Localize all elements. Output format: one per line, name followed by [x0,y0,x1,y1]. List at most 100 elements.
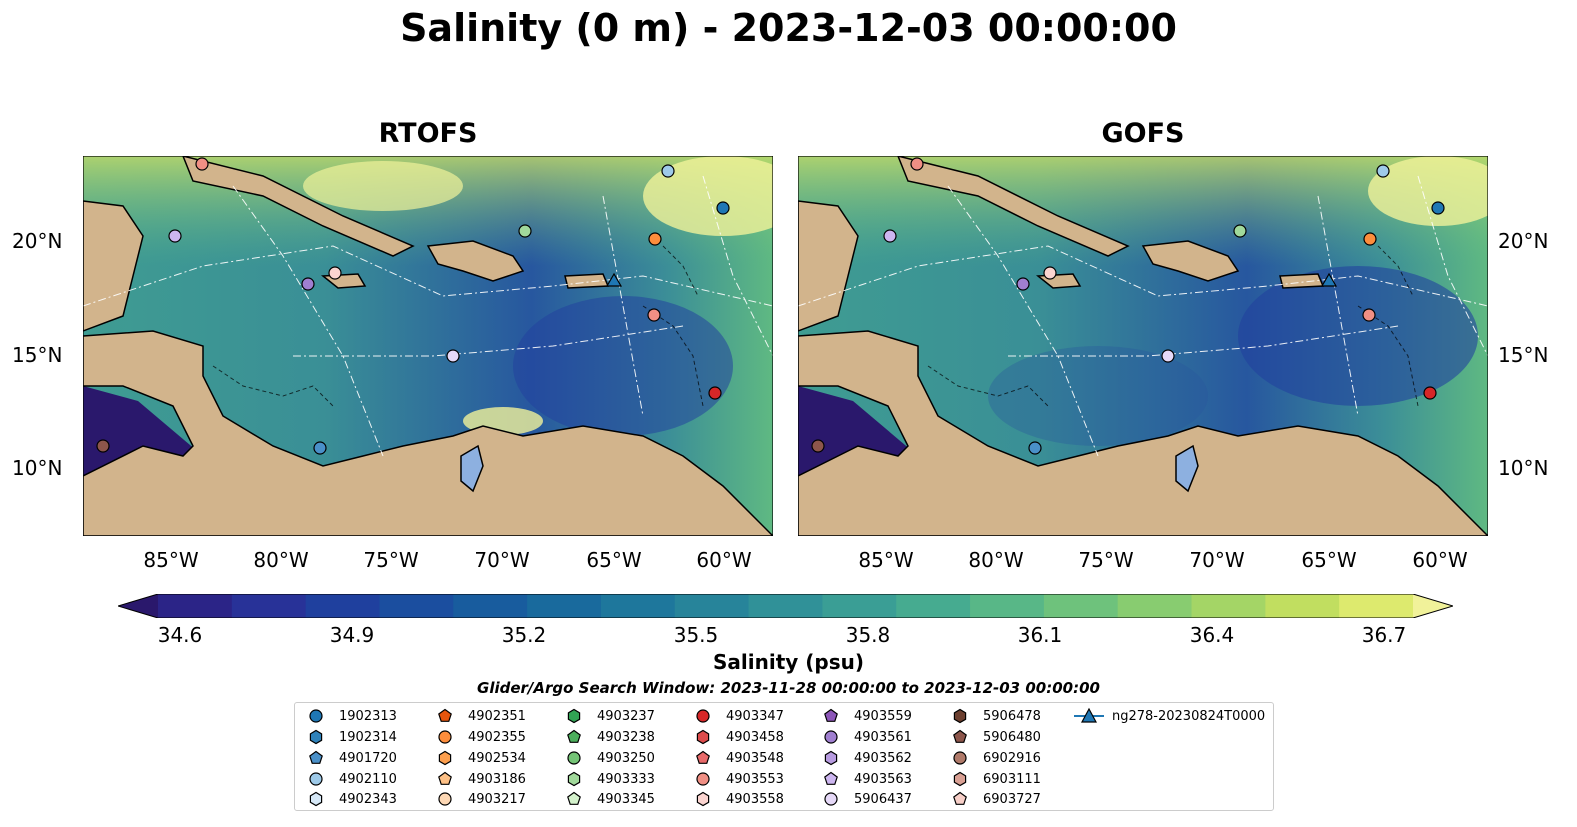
legend-item: 5906478 [945,706,1041,726]
hispaniola-land [1141,240,1240,282]
circle-marker-icon [567,751,581,765]
colorbar-segment [674,594,750,618]
lon-label-75w: 75°W [1078,548,1134,572]
legend-item-label: 4903559 [854,708,912,724]
legend-item: 5906437 [816,789,912,809]
colorbar-extend-low [118,594,158,618]
lat-label-10n-right: 10°N [1498,456,1549,480]
hispaniola-land [426,240,525,282]
pentagon-marker-icon [567,729,581,743]
circle-marker-icon [438,730,452,744]
lon-label-75w: 75°W [363,548,419,572]
legend-item: 4903559 [816,706,912,726]
bathymetry-contours [212,245,704,407]
legend-item: 4903563 [816,769,912,789]
pentagon-marker-icon [824,771,838,785]
search-window-text: Glider/Argo Search Window: 2023-11-28 00… [477,679,1100,697]
colorbar-segment [896,594,971,618]
legend-item-label: ng278-20230824T0000 [1112,708,1266,724]
lon-label-70w: 70°W [474,548,530,572]
legend-item: 1902314 [301,727,397,747]
legend-item: 5906480 [945,727,1041,747]
gofs-map-svg [797,154,1508,537]
hexagon-marker-icon [696,791,710,807]
lat-label-15n-left: 15°N [12,343,63,367]
legend-item-label: 4903548 [726,750,784,766]
argo-float-markers [96,157,730,455]
northeast-high-salinity [1368,156,1508,226]
lon-label-85w: 85°W [143,548,199,572]
legend-item: 4903186 [430,769,526,789]
legend-item-label: 4903561 [854,729,912,745]
eez-boundaries [797,175,1489,457]
legend-item-label: 4903238 [597,729,655,745]
colorbar-extend-high [1413,594,1453,618]
lon-label-60w: 60°W [696,548,752,572]
rtofs-map [82,154,803,537]
pentagon-marker-icon [567,791,581,805]
legend-item-label: 4903250 [597,750,655,766]
legend-item-label: 4902343 [339,791,397,807]
legend-item-label: 4903186 [468,771,526,787]
eez-boundaries [82,175,774,457]
legend-item: 4903333 [559,769,655,789]
lat-label-20n-left: 20°N [12,229,63,253]
rtofs-map-svg [82,154,803,537]
lon-label-80w: 80°W [253,548,309,572]
circle-marker-icon [824,730,838,744]
circle-marker-icon [953,751,967,765]
circle-marker-icon [309,709,323,723]
colorbar-segment [1265,594,1340,618]
legend-item-label: 4903217 [468,791,526,807]
legend-item-label: 4903333 [597,771,655,787]
legend-item-label: 4903558 [726,791,784,807]
lon-label-85w: 85°W [858,548,914,572]
legend-item: 6903111 [945,769,1041,789]
hexagon-marker-icon [567,771,581,787]
colorbar-segment [1117,594,1193,618]
northeast-high-salinity [643,156,803,236]
central-low-salinity [988,346,1208,446]
legend-item-label: 4903563 [854,771,912,787]
legend-item: 4903250 [559,748,655,768]
legend-item: 4903237 [559,706,655,726]
legend-item: 4903553 [688,769,784,789]
legend-item-label: 4903237 [597,708,655,724]
legend-item-label: 5906478 [983,708,1041,724]
legend-item-label: 6902916 [983,750,1041,766]
legend-item-label: 4901720 [339,750,397,766]
legend-item-label: 1902314 [339,729,397,745]
lat-label-10n-left: 10°N [12,456,63,480]
lon-label-65w: 65°W [1301,548,1357,572]
legend-item: 4903217 [430,789,526,809]
hexagon-marker-icon [824,750,838,766]
legend-item: 4901720 [301,748,397,768]
colorbar-segment [1191,594,1266,618]
legend-item-label: 4903562 [854,750,912,766]
legend-item: 4902110 [301,769,397,789]
lon-label-65w: 65°W [586,548,642,572]
gofs-panel-title: GOFS [1101,118,1185,149]
hexagon-marker-icon [438,750,452,766]
legend-item-label: 4903347 [726,708,784,724]
legend-item: 4902351 [430,706,526,726]
colorbar-segment [970,594,1045,618]
lat-label-15n-right: 15°N [1498,343,1549,367]
central-south-america-land [82,330,775,537]
lon-label-60w: 60°W [1412,548,1468,572]
legend-item-label: 6903111 [983,771,1041,787]
colorbar-segment [1339,594,1414,618]
legend-item-label: 4903458 [726,729,784,745]
colorbar-tick: 35.5 [673,623,719,647]
legend-item-label: 5906437 [854,791,912,807]
eastern-low-salinity [1238,266,1478,406]
colorbar-tick: 36.1 [1017,623,1063,647]
hexagon-marker-icon [696,729,710,745]
colorbar-segment [822,594,897,618]
colorbar-segment [453,594,528,618]
legend-item: 1902313 [301,706,397,726]
circle-marker-icon [696,709,710,723]
pentagon-marker-icon [438,708,452,722]
lat-label-20n-right: 20°N [1498,229,1549,253]
lon-label-80w: 80°W [968,548,1024,572]
